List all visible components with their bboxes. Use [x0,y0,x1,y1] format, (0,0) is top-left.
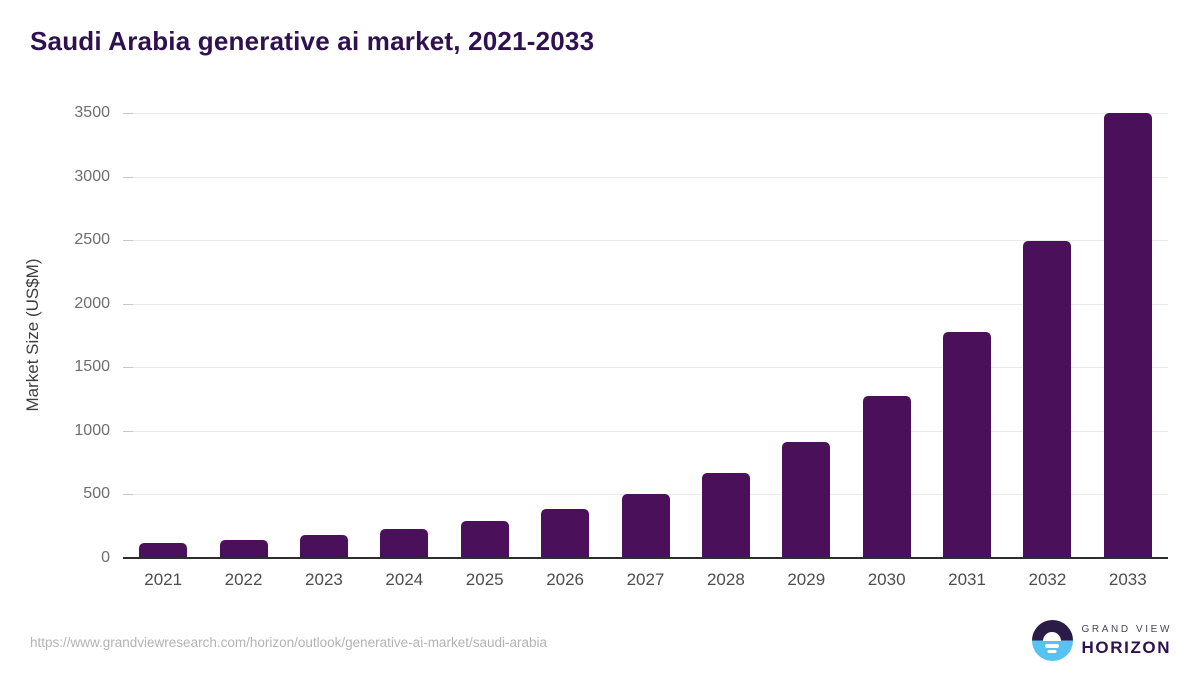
bar-2027 [621,493,670,558]
gridline [123,430,1168,432]
gridline [123,303,1168,305]
bar-2025 [460,521,509,558]
y-tick-label: 0 [101,549,110,566]
x-axis-line [123,557,1168,559]
grand-view-horizon-logo: GRAND VIEW HORIZON [1031,620,1172,661]
x-tick-label: 2025 [465,570,504,589]
bar-2028 [701,472,750,558]
sun-shape [1043,631,1062,641]
x-tick-label: 2029 [787,570,826,589]
bar-2033 [1103,113,1152,558]
horizon-sun-icon [1031,620,1073,661]
bar-2026 [541,509,590,558]
bar-2032 [1023,241,1072,558]
reflection-bar-1 [1045,644,1060,648]
gridline [123,176,1168,178]
y-tick-label: 500 [83,485,110,503]
bar-2024 [380,528,429,558]
x-tick-label: 2024 [385,570,424,589]
x-tick-label: 2026 [546,570,585,589]
x-tick-label: 2030 [867,570,906,589]
y-tick-label: 2500 [74,231,110,249]
y-tick-label: 1000 [74,421,110,439]
gridline [123,240,1168,242]
x-tick-label: 2022 [224,570,263,589]
gridline [123,367,1168,369]
y-tick-label: 3000 [74,167,110,185]
gridline [123,113,1168,114]
y-tick-label: 2000 [74,294,110,312]
bar-2023 [299,535,348,558]
x-tick-label: 2031 [948,570,986,589]
bar-2021 [139,543,188,558]
x-tick-label: 2023 [305,570,343,589]
bar-2029 [782,442,831,558]
source-url: https://www.grandviewresearch.com/horizo… [30,635,547,650]
bar-2031 [943,332,992,558]
plot-area: 0 500 1000 1500 2000 2500 3000 3500 2021 2022 2023… [74,105,1168,589]
logo-text-horizon: HORIZON [1081,638,1172,657]
bar-2022 [219,540,268,558]
logo-text: GRAND VIEW HORIZON [1081,624,1172,657]
chart-title: Saudi Arabia generative ai market, 2021-… [30,26,595,56]
x-tick-label: 2033 [1108,570,1147,589]
x-tick-label: 2032 [1028,570,1067,589]
y-tick-label: 3500 [74,104,110,121]
y-axis-title: Market Size (US$M) [23,258,42,412]
reflection-bar-2 [1047,650,1057,653]
logo-text-grand-view: GRAND VIEW [1081,624,1172,635]
x-tick-label: 2027 [626,570,665,589]
bar-2030 [862,395,911,558]
x-tick-label: 2028 [706,570,745,589]
y-tick-label: 1500 [74,358,110,376]
x-tick-label: 2021 [144,570,183,589]
